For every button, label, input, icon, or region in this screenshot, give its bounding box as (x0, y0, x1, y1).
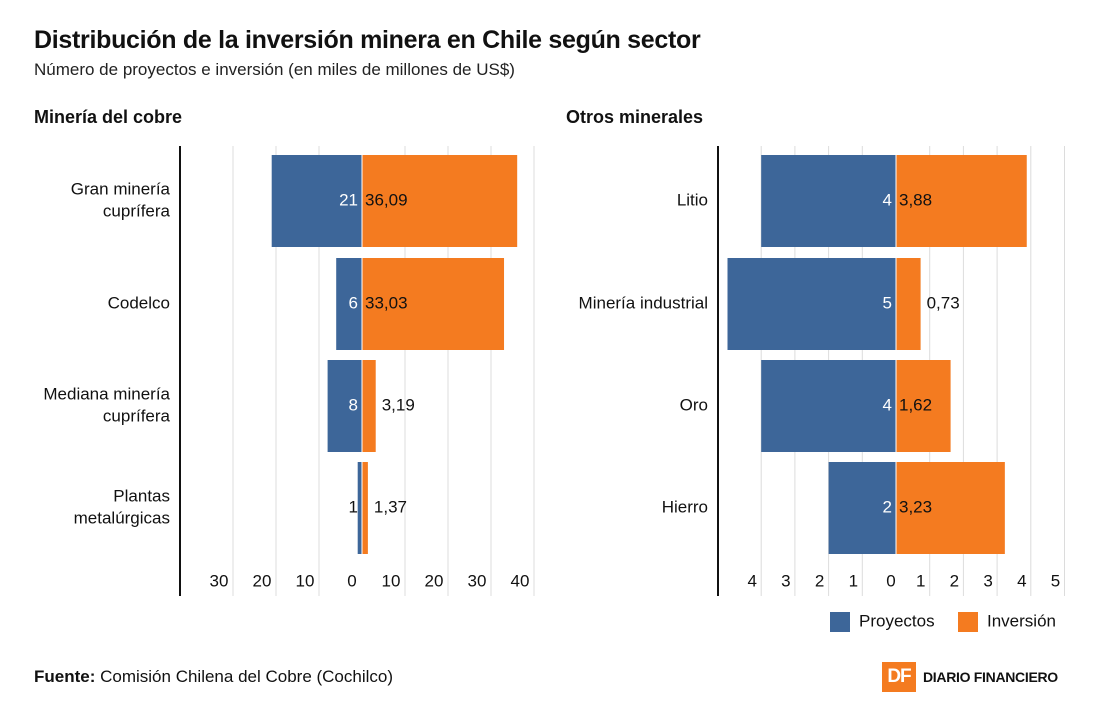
category-label: cuprífera (103, 201, 171, 220)
legend-label-inversion: Inversión (987, 611, 1056, 630)
bar-inversion (362, 462, 368, 554)
legend-label-proyectos: Proyectos (859, 611, 935, 630)
category-label: Gran minería (71, 179, 171, 198)
bar-proyectos (727, 258, 896, 350)
category-label: Litio (677, 190, 708, 209)
category-label: cuprífera (103, 406, 171, 425)
bar-inversion (362, 360, 376, 452)
bar-proyectos (761, 155, 896, 247)
data-label-inversion: 3,88 (899, 190, 932, 209)
x-tick-label: 4 (747, 571, 756, 590)
category-label: Minería industrial (579, 293, 708, 312)
x-tick-label: 2 (815, 571, 824, 590)
source-label: Fuente: (34, 667, 96, 686)
brand-logo: DF DIARIO FINANCIERO (882, 662, 1058, 692)
x-tick-label: 10 (382, 571, 401, 590)
category-label: metalúrgicas (74, 508, 170, 527)
x-tick-label: 20 (253, 571, 272, 590)
x-tick-label: 3 (983, 571, 992, 590)
chart-title: Distribución de la inversión minera en C… (34, 26, 701, 54)
logo-name: DIARIO FINANCIERO (923, 669, 1058, 685)
data-label-inversion: 3,19 (382, 395, 415, 414)
bar-proyectos (828, 462, 896, 554)
data-label-proyectos: 1 (349, 497, 358, 516)
x-tick-label: 10 (296, 571, 315, 590)
bar-proyectos (761, 360, 896, 452)
category-label: Mediana minería (43, 384, 170, 403)
x-tick-label: 5 (1051, 571, 1060, 590)
source-text: Comisión Chilena del Cobre (Cochilco) (95, 667, 394, 686)
data-label-proyectos: 2 (883, 497, 892, 516)
chart-subtitle: Número de proyectos e inversión (en mile… (34, 60, 515, 79)
category-label: Oro (680, 395, 708, 414)
data-label-inversion: 0,73 (927, 293, 960, 312)
bar-proyectos (327, 360, 362, 452)
data-label-inversion: 1,37 (374, 497, 407, 516)
bar-inversion (896, 258, 921, 350)
data-label-proyectos: 21 (339, 190, 358, 209)
x-tick-label: 0 (886, 571, 895, 590)
x-tick-label: 3 (781, 571, 790, 590)
data-label-proyectos: 4 (883, 395, 892, 414)
x-tick-label: 40 (511, 571, 530, 590)
x-tick-label: 1 (849, 571, 858, 590)
x-tick-label: 0 (347, 571, 356, 590)
data-label-proyectos: 4 (883, 190, 892, 209)
data-label-proyectos: 5 (883, 293, 892, 312)
x-tick-label: 20 (425, 571, 444, 590)
panel-title: Minería del cobre (34, 107, 182, 127)
data-label-inversion: 1,62 (899, 395, 932, 414)
panel-title: Otros minerales (566, 107, 703, 127)
data-label-inversion: 36,09 (365, 190, 408, 209)
source-note: Fuente: Comisión Chilena del Cobre (Coch… (34, 667, 393, 687)
data-label-inversion: 33,03 (365, 293, 408, 312)
bar-proyectos (336, 258, 362, 350)
x-tick-label: 1 (916, 571, 925, 590)
bar-inversion (896, 462, 1005, 554)
category-label: Hierro (662, 497, 708, 516)
category-label: Plantas (113, 486, 170, 505)
bar-proyectos (271, 155, 362, 247)
bar-inversion (362, 155, 518, 247)
bar-inversion (896, 155, 1027, 247)
legend-swatch-proyectos (830, 612, 850, 632)
data-label-proyectos: 8 (349, 395, 358, 414)
bar-proyectos (357, 462, 362, 554)
bar-inversion (896, 360, 951, 452)
logo-mark: DF (882, 662, 916, 692)
data-label-proyectos: 6 (349, 293, 358, 312)
x-tick-label: 30 (210, 571, 229, 590)
legend-swatch-inversion (958, 612, 978, 632)
x-tick-label: 2 (950, 571, 959, 590)
bar-inversion (362, 258, 505, 350)
x-tick-label: 30 (468, 571, 487, 590)
x-tick-label: 4 (1017, 571, 1026, 590)
data-label-inversion: 3,23 (899, 497, 932, 516)
category-label: Codelco (108, 293, 170, 312)
